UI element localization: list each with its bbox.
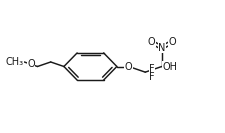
Text: O: O <box>148 37 155 47</box>
Text: F: F <box>149 64 155 74</box>
Text: O: O <box>168 37 176 47</box>
Text: O: O <box>125 61 133 72</box>
Text: OH: OH <box>163 61 178 72</box>
Text: F: F <box>149 72 155 82</box>
Text: CH₃: CH₃ <box>5 57 23 67</box>
Text: N: N <box>158 43 165 53</box>
Text: O: O <box>27 59 35 69</box>
